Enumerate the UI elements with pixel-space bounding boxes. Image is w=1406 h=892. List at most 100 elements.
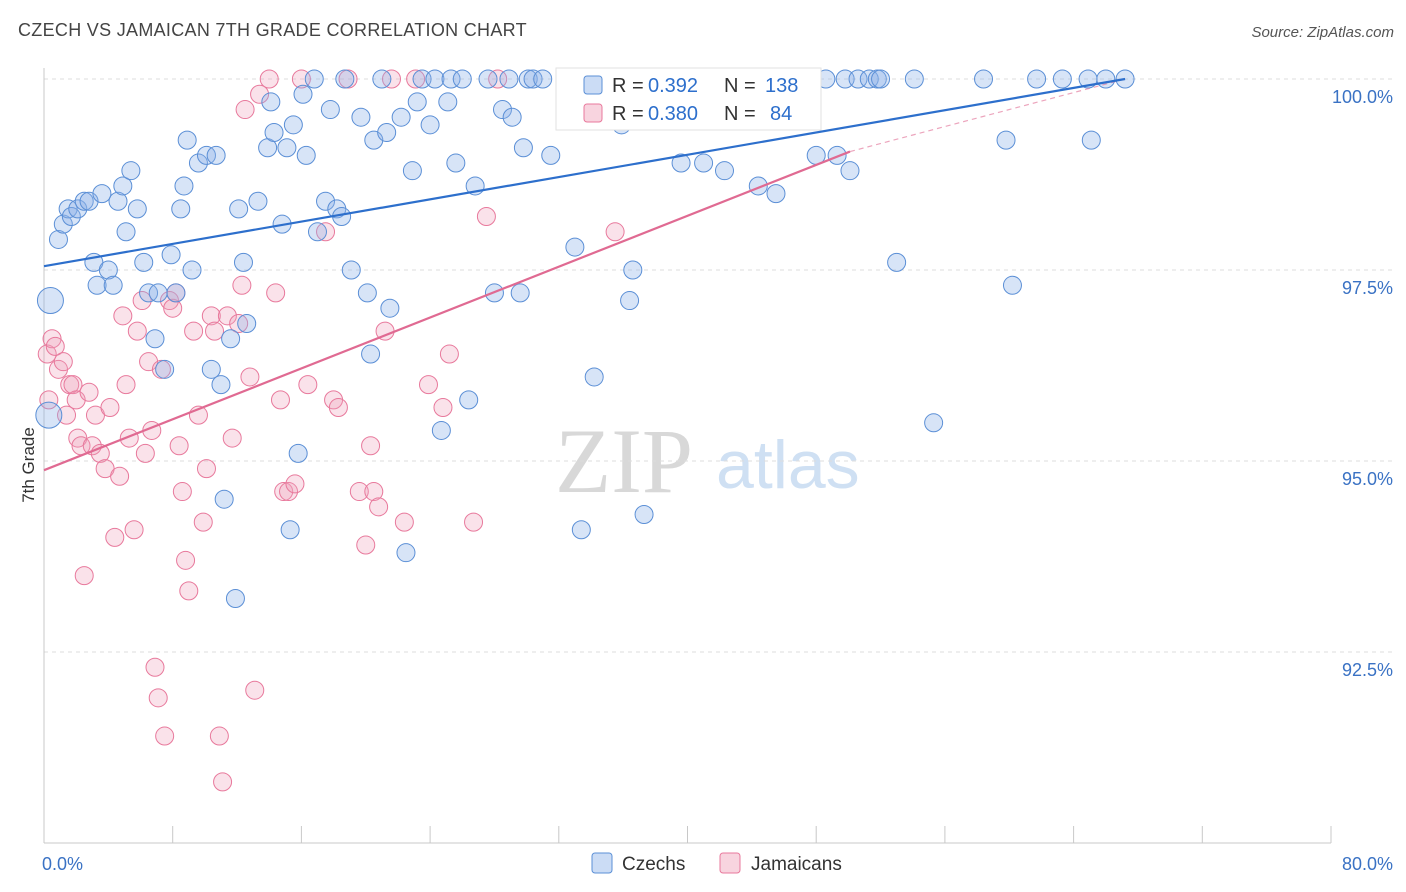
czechs-point bbox=[620, 291, 640, 311]
czechs-point bbox=[459, 390, 479, 410]
jamaicans-point bbox=[274, 482, 294, 502]
czechs-point bbox=[121, 161, 141, 181]
czechs-point bbox=[248, 191, 268, 211]
czechs-point bbox=[357, 283, 377, 303]
czechs-point bbox=[840, 161, 860, 181]
czechs-point bbox=[237, 313, 257, 333]
czechs-point bbox=[351, 107, 371, 127]
czechs-point bbox=[61, 207, 81, 227]
jamaicans-point bbox=[488, 69, 508, 89]
czechs-point bbox=[431, 420, 451, 440]
czechs-point bbox=[206, 145, 226, 165]
czechs-point bbox=[316, 191, 336, 211]
czechs-point bbox=[671, 153, 691, 173]
jamaicans-point bbox=[105, 527, 125, 547]
bottom-legend-jamaicans-swatch bbox=[719, 852, 741, 874]
czechs-point bbox=[166, 283, 186, 303]
bottom-legend-czechs-swatch bbox=[591, 852, 613, 874]
jamaicans-point bbox=[222, 428, 242, 448]
czechs-point bbox=[68, 199, 88, 219]
czechs-trendline bbox=[43, 77, 1126, 268]
jamaicans-point bbox=[100, 398, 120, 418]
legend-frame bbox=[555, 67, 822, 131]
czechs-point bbox=[1027, 69, 1047, 89]
watermark-atlas: atlas bbox=[716, 427, 860, 503]
czechs-point bbox=[74, 191, 94, 211]
czechs-point bbox=[277, 138, 297, 158]
legend-czechs-swatch bbox=[583, 75, 603, 95]
czechs-point bbox=[296, 145, 316, 165]
y-tick-label: 92.5% bbox=[1342, 660, 1393, 680]
jamaicans-point bbox=[42, 329, 62, 349]
czechs-point bbox=[372, 69, 392, 89]
jamaicans-point bbox=[235, 100, 255, 120]
czechs-point bbox=[518, 69, 538, 89]
czechs-point bbox=[452, 69, 472, 89]
czechs-point bbox=[859, 69, 879, 89]
czechs-point bbox=[283, 115, 303, 135]
trendlines bbox=[43, 77, 1126, 472]
jamaicans-point bbox=[74, 566, 94, 586]
czechs-point bbox=[766, 184, 786, 204]
jamaicans-point bbox=[394, 512, 414, 532]
czechs-point bbox=[1052, 69, 1072, 89]
czechs-point bbox=[510, 283, 530, 303]
czechs-point bbox=[565, 237, 585, 257]
czechs-point bbox=[196, 145, 216, 165]
czechs-point bbox=[420, 115, 440, 135]
jamaicans-point bbox=[369, 497, 389, 517]
czechs-point bbox=[571, 520, 591, 540]
jamaicans-point bbox=[113, 306, 133, 326]
czechs-point bbox=[623, 260, 643, 280]
jamaicans-point bbox=[79, 382, 99, 402]
czechs-point bbox=[211, 375, 231, 395]
czechs-point bbox=[280, 520, 300, 540]
czechs-point bbox=[996, 130, 1016, 150]
czechs-point bbox=[36, 287, 64, 315]
czechs-point bbox=[201, 359, 221, 379]
czechs-point bbox=[92, 184, 112, 204]
czechs-point bbox=[148, 283, 168, 303]
czechs-point bbox=[320, 100, 340, 120]
czechs-point bbox=[304, 69, 324, 89]
bottom-legend-czechs-label: Czechs bbox=[622, 854, 685, 875]
jamaicans-point bbox=[245, 680, 265, 700]
jamaicans-point bbox=[270, 390, 290, 410]
czechs-point bbox=[113, 176, 133, 196]
jamaicans-point bbox=[205, 321, 225, 341]
jamaicans-point bbox=[356, 535, 376, 555]
czechs-point bbox=[225, 589, 245, 609]
legend-jamaicans-swatch bbox=[583, 103, 603, 123]
jamaicans-point bbox=[418, 375, 438, 395]
jamaicans-point bbox=[328, 398, 348, 418]
jamaicans-point bbox=[229, 313, 249, 333]
x-tick-left: 0.0% bbox=[42, 854, 83, 874]
czechs-point bbox=[98, 260, 118, 280]
czechs-point bbox=[499, 69, 519, 89]
czechs-point bbox=[134, 252, 154, 272]
jamaicans-point bbox=[433, 398, 453, 418]
czechs-point bbox=[182, 260, 202, 280]
czechs-point bbox=[145, 329, 165, 349]
czechs-point bbox=[35, 401, 63, 429]
czechs-point bbox=[221, 329, 241, 349]
jamaicans-point bbox=[37, 344, 57, 364]
czechs-point bbox=[513, 138, 533, 158]
czechs-point bbox=[155, 359, 175, 379]
czechs-point bbox=[391, 107, 411, 127]
jamaicans-point bbox=[63, 375, 83, 395]
czechs-point bbox=[502, 107, 522, 127]
czechs-point bbox=[293, 84, 313, 104]
czechs-point bbox=[974, 69, 994, 89]
jamaicans-point bbox=[217, 306, 237, 326]
jamaicans-point bbox=[179, 581, 199, 601]
x-tick-right: 80.0% bbox=[1342, 854, 1393, 874]
czechs-point bbox=[634, 504, 654, 524]
czechs-point bbox=[161, 245, 181, 265]
czechs-point bbox=[848, 69, 868, 89]
czechs-point bbox=[584, 367, 604, 387]
czechs-point bbox=[214, 489, 234, 509]
jamaicans-trendline-extension bbox=[849, 78, 1126, 153]
czechs-point bbox=[58, 199, 78, 219]
